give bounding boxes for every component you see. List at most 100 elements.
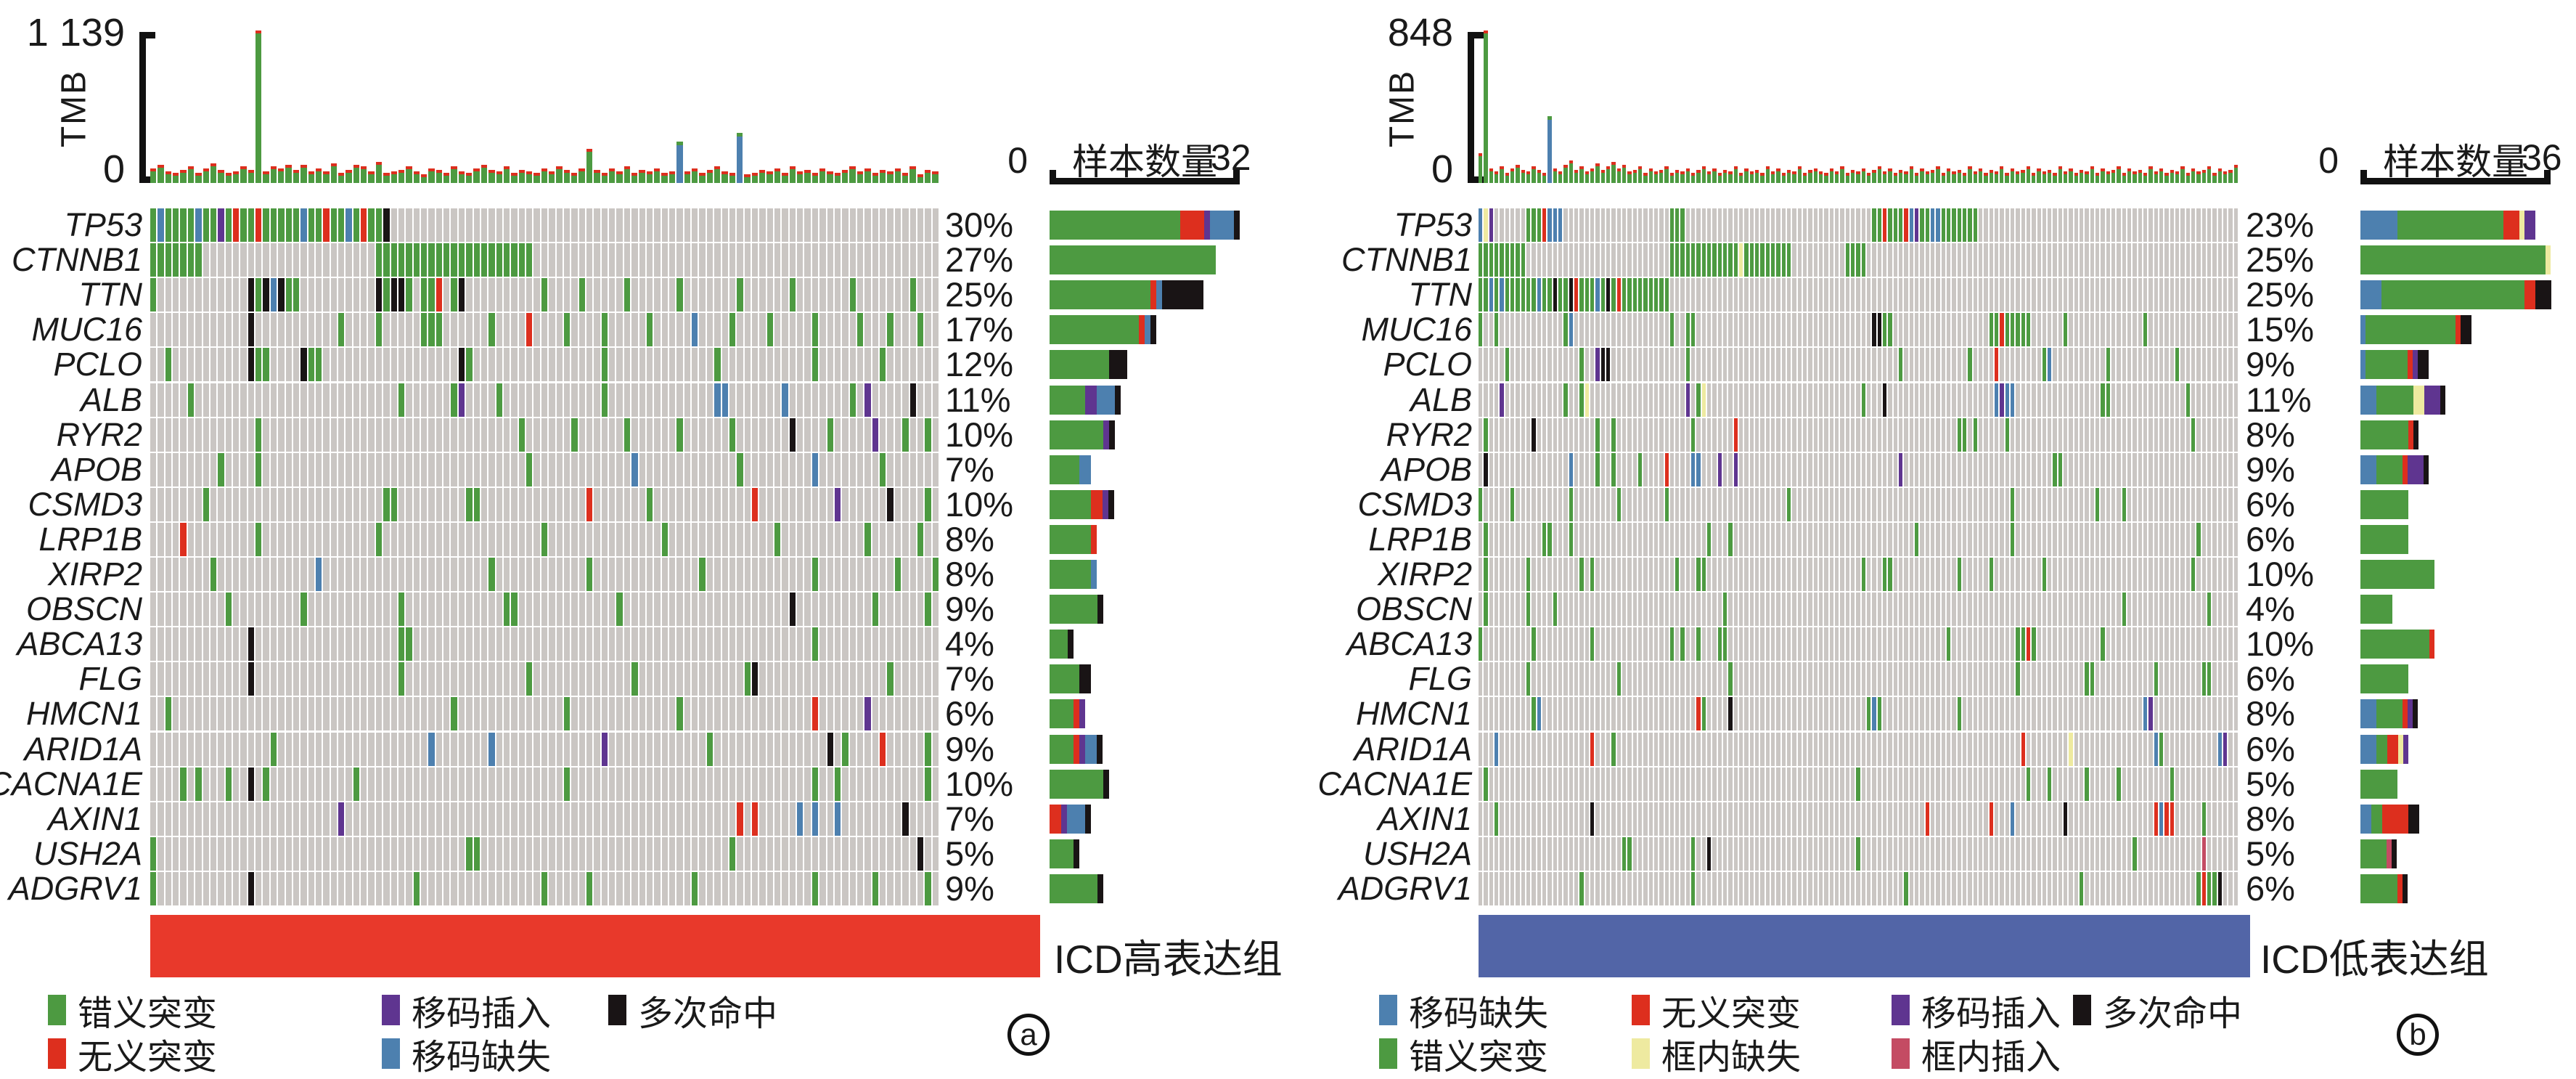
mutation-cell: [1510, 278, 1514, 312]
empty-cell: [631, 383, 637, 417]
empty-cell: [2080, 453, 2083, 486]
empty-cell: [790, 453, 796, 486]
empty-cell: [1479, 662, 1482, 696]
empty-cell: [2090, 593, 2094, 626]
empty-cell: [1574, 697, 1578, 730]
empty-cell: [1840, 662, 1844, 696]
empty-cell: [300, 627, 306, 661]
empty-cell: [880, 418, 886, 452]
mutation-cell: [1516, 278, 1519, 312]
empty-cell: [1622, 558, 1626, 591]
empty-cell: [2005, 243, 2009, 277]
empty-cell: [263, 558, 269, 591]
empty-cell: [1792, 627, 1796, 661]
mutation-cell: [1611, 418, 1615, 452]
empty-cell: [2106, 558, 2110, 591]
empty-cell: [1638, 383, 1642, 417]
empty-cell: [1691, 523, 1695, 556]
mutation-cell: [2043, 558, 2046, 591]
empty-cell: [1888, 627, 1892, 661]
empty-cell: [2207, 488, 2211, 521]
empty-cell: [1899, 488, 1902, 521]
gene-percent-label: 8%: [945, 523, 994, 556]
empty-cell: [1814, 523, 1817, 556]
empty-cell: [1606, 593, 1610, 626]
mutation-cell: [790, 278, 796, 312]
empty-cell: [2186, 523, 2190, 556]
empty-cell: [1622, 767, 1626, 801]
empty-cell: [579, 208, 585, 242]
empty-cell: [804, 278, 810, 312]
empty-cell: [1659, 453, 1663, 486]
empty-cell: [1830, 453, 1833, 486]
empty-cell: [2117, 627, 2120, 661]
sample-count-segment: [2381, 280, 2524, 309]
empty-cell: [1718, 278, 1722, 312]
empty-cell: [2032, 662, 2035, 696]
empty-cell: [1617, 313, 1621, 346]
empty-cell: [226, 733, 232, 766]
empty-cell: [1782, 278, 1786, 312]
mutation-cell: [1484, 418, 1487, 452]
mutation-cell: [2218, 733, 2222, 766]
empty-cell: [383, 558, 389, 591]
empty-cell: [406, 837, 412, 871]
empty-cell: [1782, 313, 1786, 346]
empty-cell: [368, 767, 374, 801]
empty-cell: [1574, 767, 1578, 801]
empty-cell: [300, 243, 306, 277]
empty-cell: [1712, 523, 1716, 556]
empty-cell: [158, 733, 163, 766]
empty-cell: [1990, 488, 1993, 521]
empty-cell: [1846, 523, 1849, 556]
empty-cell: [286, 662, 292, 696]
empty-cell: [662, 488, 668, 521]
empty-cell: [1590, 662, 1594, 696]
empty-cell: [1707, 208, 1711, 242]
empty-cell: [1974, 523, 1977, 556]
empty-cell: [654, 872, 660, 905]
empty-cell: [609, 383, 615, 417]
empty-cell: [248, 558, 254, 591]
empty-cell: [774, 872, 780, 905]
empty-cell: [1702, 453, 1706, 486]
mutation-cell: [729, 313, 735, 346]
empty-cell: [2159, 627, 2163, 661]
empty-cell: [910, 593, 916, 626]
empty-cell: [496, 872, 502, 905]
empty-cell: [436, 418, 442, 452]
empty-cell: [406, 767, 412, 801]
gene-label: FLG: [0, 662, 142, 696]
sample-count-segment: [2424, 455, 2429, 484]
empty-cell: [1910, 627, 1913, 661]
empty-cell: [218, 697, 224, 730]
empty-cell: [2218, 558, 2222, 591]
tmb-sample-bar: [376, 162, 382, 183]
empty-cell: [488, 453, 494, 486]
empty-cell: [459, 208, 465, 242]
empty-cell: [383, 662, 389, 696]
empty-cell: [338, 418, 344, 452]
empty-cell: [804, 662, 810, 696]
empty-cell: [902, 278, 908, 312]
empty-cell: [1723, 348, 1727, 381]
empty-cell: [1819, 523, 1823, 556]
sample-count-segment: [2360, 735, 2376, 764]
empty-cell: [1846, 488, 1849, 521]
empty-cell: [1856, 697, 1860, 730]
mutation-cell: [887, 313, 893, 346]
empty-cell: [2218, 627, 2222, 661]
empty-cell: [504, 767, 510, 801]
empty-cell: [1803, 523, 1807, 556]
empty-cell: [2175, 208, 2179, 242]
empty-cell: [684, 418, 690, 452]
empty-cell: [737, 593, 743, 626]
gene-label: PCLO: [0, 348, 142, 381]
empty-cell: [1920, 627, 1923, 661]
empty-cell: [1569, 593, 1573, 626]
empty-cell: [481, 872, 487, 905]
empty-cell: [150, 733, 156, 766]
empty-cell: [1574, 733, 1578, 766]
empty-cell: [2186, 313, 2190, 346]
empty-cell: [1574, 453, 1578, 486]
